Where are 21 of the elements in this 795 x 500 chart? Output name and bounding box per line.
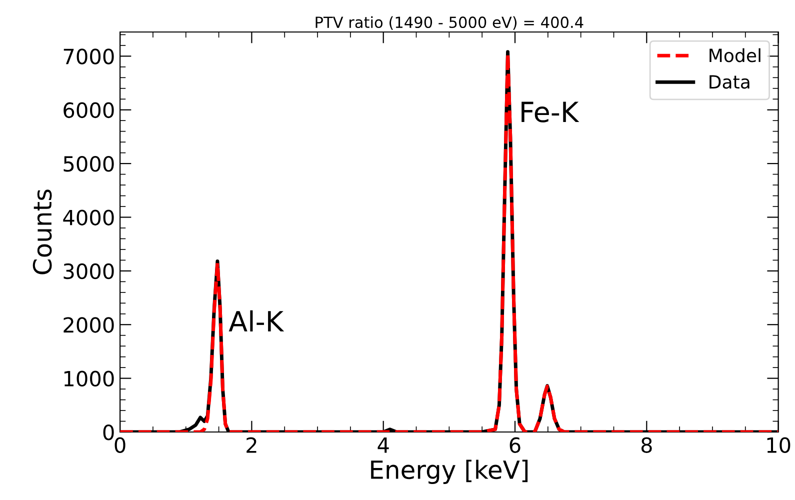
x-tick-label: 10 [767, 437, 790, 453]
legend-label: Data [710, 75, 750, 89]
x-tick-label: 2 [246, 437, 256, 453]
x-tick-label: 8 [641, 437, 652, 453]
chart-title: PTV ratio (1490 - 5000 eV) = 400.4 [316, 16, 584, 30]
y-tick-label: 7000 [64, 48, 114, 64]
y-axis-title: Counts [32, 190, 52, 274]
y-tick-label: 5000 [64, 156, 114, 172]
x-tick-label: 4 [378, 438, 389, 453]
y-tick-label: 2000 [64, 317, 114, 333]
y-tick-label: 6000 [64, 102, 114, 118]
x-axis-title: Energy [keV] [371, 460, 528, 484]
y-tick-label: 3000 [64, 263, 114, 280]
y-tick-label: 1000 [64, 370, 114, 387]
y-tick-label: 0 [103, 424, 114, 440]
annotation: Al-K [228, 310, 284, 332]
legend-label: Model [710, 48, 760, 62]
x-tick-label: 0 [114, 437, 126, 453]
x-tick-label: 6 [510, 437, 520, 453]
annotation: Fe-K [522, 102, 580, 122]
y-tick-label: 4000 [63, 210, 114, 226]
